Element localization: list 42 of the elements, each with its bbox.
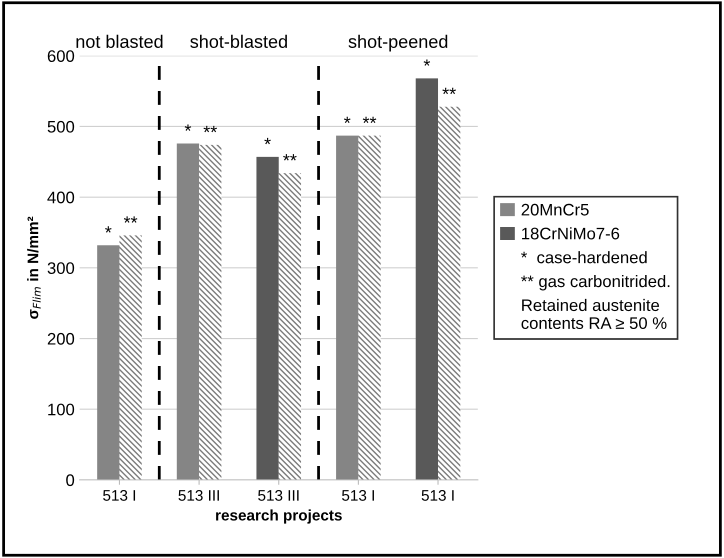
bar [97, 245, 120, 480]
data-label: ** [442, 88, 456, 94]
text: shot-blasted [190, 34, 287, 48]
bar [278, 173, 302, 480]
y-tick-label: 300 [48, 262, 74, 274]
y-tick-label: 200 [48, 332, 74, 345]
bar [199, 144, 222, 480]
y-tick-label: 100 [48, 404, 74, 416]
text: shot-peened [348, 34, 448, 52]
data-label: * [105, 226, 112, 233]
bar [438, 106, 460, 480]
data-label: ** [283, 154, 297, 161]
text: not blasted [76, 34, 162, 48]
y-tick-label: 0 [66, 474, 74, 486]
data-label: ** [362, 116, 376, 124]
x-tick-label: 513 I [342, 490, 374, 501]
bar [176, 143, 200, 480]
legend-label: 18CrNiMo7-6 [522, 227, 620, 240]
text: * case-hardened [521, 251, 647, 264]
y-tick-label: 400 [47, 192, 74, 204]
bar [416, 78, 438, 480]
text: ** gas carbonitrided. [521, 274, 670, 290]
bar [119, 235, 142, 480]
data-label: * [344, 116, 350, 124]
data-label: ** [124, 216, 138, 223]
y-axis-title: σ$_{Flim}$ in N/mm² [27, 216, 41, 319]
bar [358, 136, 381, 480]
bar [336, 136, 358, 480]
text: Retained austenite contents RA ≥ 50 % [522, 298, 666, 330]
x-tick-label: 513 III [178, 490, 219, 501]
data-label: * [184, 124, 192, 131]
bar [256, 156, 279, 480]
y-tick-label: 600 [48, 50, 74, 62]
legend-label: 20MnCr5 [522, 204, 589, 216]
data-label: * [424, 59, 430, 66]
x-tick-label: 513 I [103, 490, 136, 501]
x-tick-label: 513 I [422, 490, 454, 501]
x-tick-label: 513 III [258, 490, 299, 501]
y-tick-label: 500 [48, 120, 74, 133]
data-label: * [264, 138, 271, 144]
data-label: ** [204, 126, 217, 132]
x-axis-title: research projects [216, 509, 342, 524]
